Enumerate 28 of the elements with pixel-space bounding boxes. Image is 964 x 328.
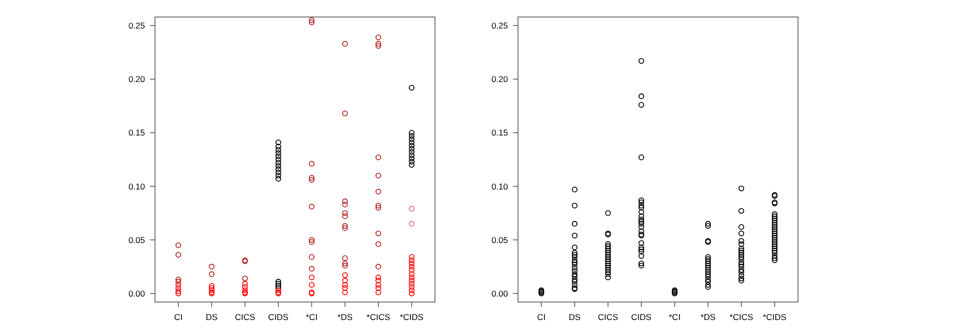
y-tick-label: 0.20: [128, 74, 146, 84]
y-tick-label: 0.10: [128, 181, 146, 192]
y-tick-label: 0.00: [491, 288, 508, 298]
x-tick-label: CI: [537, 312, 546, 322]
y-tick-label: 0.15: [491, 128, 508, 138]
x-tick-label: CICS: [598, 312, 618, 322]
x-tick-label: *CICS: [366, 312, 390, 322]
x-tick-label: *DS: [700, 312, 716, 322]
y-tick-label: 0.20: [491, 74, 508, 84]
y-tick-label: 0.25: [491, 20, 508, 31]
x-tick-label: CI: [174, 312, 183, 322]
x-tick-label: CIDS: [268, 312, 289, 322]
x-tick-label: DS: [206, 312, 218, 322]
x-tick-label: *CICS: [730, 312, 754, 322]
y-tick-label: 0.15: [128, 128, 146, 138]
y-tick-label: 0.25: [128, 20, 146, 31]
x-tick-label: DS: [568, 312, 581, 322]
x-tick-label: *CIDS: [400, 312, 424, 322]
x-tick-label: *DS: [337, 312, 353, 322]
y-tick-label: 0.05: [491, 234, 508, 245]
x-tick-label: CICS: [234, 312, 256, 322]
x-tick-label: *CI: [668, 312, 681, 322]
x-tick-label: *CIDS: [762, 312, 787, 322]
x-tick-label: CIDS: [631, 312, 652, 322]
y-tick-label: 0.05: [128, 234, 146, 245]
x-tick-label: *CI: [306, 312, 318, 322]
y-tick-label: 0.10: [491, 181, 508, 192]
y-tick-label: 0.00: [128, 288, 146, 298]
